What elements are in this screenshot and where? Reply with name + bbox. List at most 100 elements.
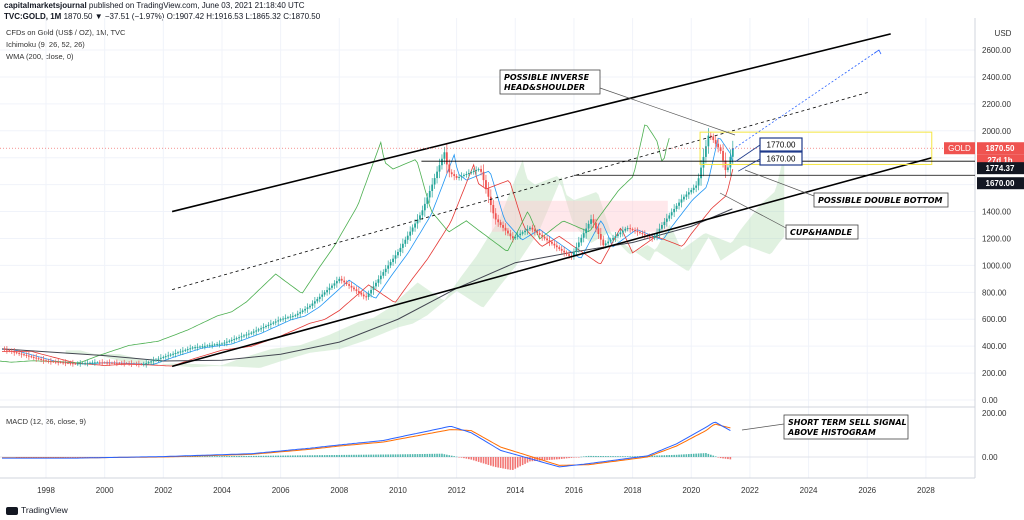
macd-histogram-bar <box>208 456 211 457</box>
candle-body <box>326 290 328 293</box>
candle-body <box>162 356 165 358</box>
candle-body <box>37 358 40 360</box>
symbol-legend[interactable]: CFDs on Gold (US$ / OZ), 1M, TVC <box>6 28 126 37</box>
candle-body <box>142 363 145 365</box>
year-tick-label: 2010 <box>389 486 407 495</box>
candle-body <box>411 227 414 232</box>
callout-1770-text: 1770.00 <box>767 141 796 150</box>
candle-body <box>152 360 155 362</box>
candle-body <box>150 361 152 363</box>
candle-body <box>118 362 121 364</box>
candle-body <box>558 247 561 249</box>
macd-histogram-bar <box>411 454 414 457</box>
macd-histogram-bar <box>492 457 495 467</box>
candle-body <box>453 174 456 177</box>
candle-body <box>455 176 458 178</box>
candle-body <box>206 345 209 347</box>
macd-histogram-bar <box>485 457 487 465</box>
candle-body <box>145 363 148 365</box>
candle-body <box>52 361 55 363</box>
candle-body <box>247 333 250 335</box>
candle-body <box>282 318 284 320</box>
macd-line <box>2 421 731 468</box>
candle-body <box>81 363 84 365</box>
macd-histogram-bar <box>534 457 536 462</box>
candle-body <box>353 287 355 290</box>
candle-body <box>480 169 482 172</box>
ichimoku-legend[interactable]: Ichimoku (9, 26, 52, 26) <box>6 40 85 49</box>
macd-histogram-bar <box>558 457 561 460</box>
macd-histogram-bar <box>338 454 341 457</box>
candle-body <box>612 237 614 240</box>
cup-handle-note-box <box>785 224 859 240</box>
candle-body <box>604 243 607 246</box>
candle-body <box>489 196 492 206</box>
year-tick-label: 2008 <box>330 486 348 495</box>
macd-histogram-bar <box>218 456 221 457</box>
macd-histogram-bar <box>560 457 563 459</box>
candle-body <box>631 229 634 231</box>
candle-body <box>543 236 546 239</box>
candle-body <box>460 175 463 177</box>
candle-body <box>690 190 693 193</box>
macd-histogram-bar <box>460 457 463 458</box>
macd-histogram-bar <box>399 454 402 457</box>
tradingview-logo[interactable]: TradingView <box>6 505 68 515</box>
macd-histogram-bar <box>509 457 512 470</box>
candle-body <box>714 140 717 144</box>
macd-histogram-bar <box>565 457 568 459</box>
candle-body <box>213 344 216 346</box>
macd-histogram-bar <box>443 454 446 457</box>
candle-body <box>228 340 231 342</box>
candle-body <box>42 359 45 361</box>
candle-body <box>331 285 333 288</box>
macd-histogram-bar <box>86 457 89 458</box>
candle-body <box>504 227 507 231</box>
macd-histogram-bar <box>673 454 675 457</box>
candle-body <box>580 237 583 243</box>
candle-body <box>582 233 585 238</box>
publisher-name: capitalmarketsjournal <box>4 1 87 10</box>
macd-histogram-bar <box>431 453 433 457</box>
macd-histogram-bar <box>438 453 441 457</box>
macd-histogram-bar <box>304 455 306 457</box>
macd-histogram-bar <box>646 455 649 457</box>
candle-body <box>235 338 238 340</box>
price-tick-label: 1000.00 <box>982 261 1011 270</box>
candle-body <box>641 233 644 235</box>
wma-legend[interactable]: WMA (200, close, 0) <box>6 52 74 61</box>
publish-info: published on TradingView.com, June 03, 2… <box>86 1 305 10</box>
candle-body <box>243 335 245 337</box>
candle-body <box>700 167 702 179</box>
macd-histogram-bar <box>526 457 529 463</box>
candle-body <box>106 362 109 364</box>
macd-histogram-bar <box>360 454 363 457</box>
macd-histogram-bar <box>194 456 196 457</box>
macd-histogram-bar <box>497 457 499 468</box>
year-tick-label: 2002 <box>154 486 172 495</box>
candle-body <box>135 363 138 365</box>
current-price-tag-bg <box>977 142 1024 155</box>
candle-body <box>133 363 135 365</box>
macd-histogram-bar <box>358 454 360 457</box>
lagging-span <box>0 124 670 364</box>
macd-histogram-bar <box>248 455 250 457</box>
macd-histogram-bar <box>406 454 409 457</box>
candle-body <box>656 232 658 237</box>
grid-lines <box>0 18 976 479</box>
candle-body <box>338 278 341 282</box>
macd-histogram-bar <box>367 454 370 457</box>
macd-histogram-bar <box>436 453 438 457</box>
axes: USD2600.002400.002200.002000.001800.0016… <box>37 29 1024 495</box>
macd-histogram-bar <box>604 456 607 457</box>
macd-histogram-bar <box>680 454 683 457</box>
level-tag-1670: 1670.00 <box>977 177 1024 190</box>
candle-body <box>387 265 390 269</box>
macd-histogram-bar <box>543 457 546 461</box>
level-tag-1670-text: 1670.00 <box>986 179 1015 188</box>
candle-body <box>692 187 695 191</box>
macd-histogram-bar <box>512 457 514 470</box>
macd-histogram-bar <box>213 456 216 457</box>
macd-histogram-bar <box>336 454 338 457</box>
